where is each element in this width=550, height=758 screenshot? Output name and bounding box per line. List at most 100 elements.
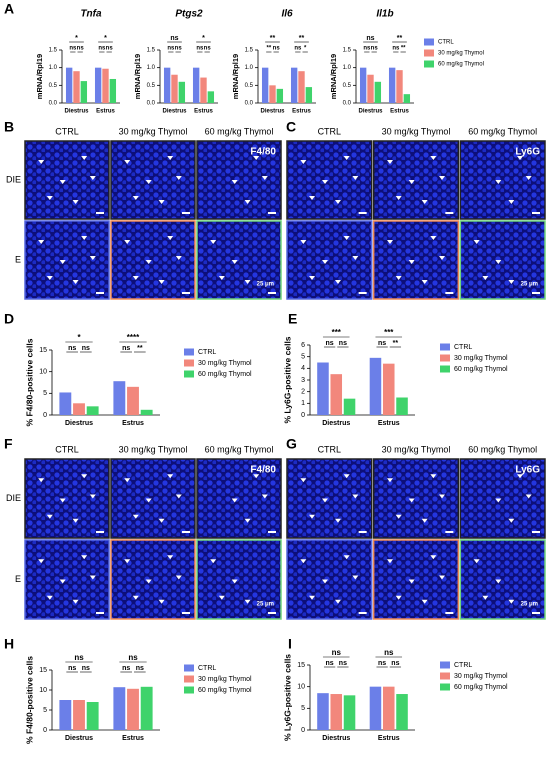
- sig-label: **: [266, 46, 271, 52]
- sig-label: ns: [294, 46, 302, 52]
- sig-label: *: [202, 35, 205, 42]
- arrowhead: [395, 514, 402, 519]
- arrowhead: [59, 260, 66, 264]
- arrowhead: [145, 579, 152, 584]
- sig-label: ns: [82, 345, 90, 352]
- y-axis-label: mRNA/Rpl19: [35, 54, 44, 99]
- sig-label: ns: [175, 46, 183, 52]
- arrowhead: [343, 236, 350, 240]
- sig-label: ns: [170, 35, 178, 42]
- micrograph: [24, 220, 110, 300]
- x-tick-label: Diestrus: [65, 420, 93, 427]
- bar: [382, 686, 395, 730]
- y-tick-label: 0: [43, 412, 47, 419]
- column-label: 60 mg/kg Thymol: [468, 444, 537, 454]
- bar: [298, 71, 305, 103]
- scale-bar: [358, 531, 367, 533]
- arrowhead: [495, 579, 502, 584]
- arrowhead: [300, 478, 307, 483]
- column-label: 30 mg/kg Thymol: [382, 444, 451, 454]
- scale-bar: [445, 531, 454, 533]
- sig-label: *: [77, 333, 81, 342]
- y-tick-label: 0.5: [245, 83, 254, 89]
- sig-label: ns: [204, 46, 212, 52]
- arrowhead: [439, 256, 445, 260]
- x-tick-label: Estrus: [378, 735, 400, 742]
- arrowhead: [408, 579, 415, 584]
- bar: [396, 70, 403, 103]
- marker-label: F4/80: [250, 147, 276, 158]
- bar: [317, 693, 329, 730]
- panel-letter: B: [4, 119, 14, 135]
- arrowhead: [167, 555, 174, 560]
- marker-label: Ly6G: [515, 147, 540, 158]
- arrowhead: [525, 176, 532, 180]
- arrowhead: [72, 280, 79, 284]
- legend-swatch: [424, 38, 434, 46]
- scale-label: 25 μm: [521, 282, 538, 288]
- arrowhead: [322, 260, 328, 264]
- x-tick-label: Estrus: [378, 420, 400, 427]
- sig-label: *: [304, 46, 307, 52]
- arrowhead: [525, 494, 532, 499]
- arrowhead: [158, 518, 165, 523]
- arrowhead: [231, 579, 238, 584]
- arrowhead: [81, 236, 88, 240]
- bar: [396, 694, 408, 730]
- bar: [73, 71, 80, 103]
- sig-label: **: [397, 35, 403, 42]
- column-label: CTRL: [318, 444, 342, 454]
- arrowhead: [387, 160, 393, 164]
- sig-label: ns: [69, 46, 77, 52]
- arrowhead: [175, 256, 182, 260]
- arrowhead: [145, 180, 152, 184]
- bar: [192, 67, 200, 103]
- x-tick-label: Estrus: [194, 109, 213, 115]
- arrowhead: [145, 260, 152, 264]
- y-tick-label: 0.5: [147, 83, 156, 89]
- arrowhead: [508, 280, 515, 284]
- bar: [86, 406, 99, 415]
- arrowhead: [38, 559, 45, 564]
- arrowhead: [335, 518, 341, 523]
- arrowhead: [89, 256, 96, 260]
- sig-label: ns: [363, 46, 371, 52]
- sig-label: ns: [273, 46, 281, 52]
- legend-label: 60 mg/kg Thymol: [198, 687, 252, 694]
- column-label: 30 mg/kg Thymol: [382, 126, 451, 136]
- arrowhead: [59, 579, 66, 584]
- sig-label: ns: [378, 660, 386, 667]
- scale-label: 25 μm: [257, 282, 274, 288]
- arrowhead: [473, 559, 480, 564]
- arrowhead: [231, 180, 238, 184]
- column-label: CTRL: [55, 126, 79, 136]
- arrowhead: [482, 595, 489, 600]
- bar: [305, 87, 313, 103]
- micrograph: [110, 458, 196, 539]
- bar: [382, 363, 395, 415]
- arrowhead: [343, 555, 350, 560]
- arrowhead: [124, 559, 131, 564]
- sig-label: ns: [167, 46, 175, 52]
- sig-label: ns: [136, 665, 144, 672]
- arrowhead: [46, 196, 53, 200]
- column-label: 30 mg/kg Thymol: [119, 126, 188, 136]
- scale-bar: [532, 212, 540, 214]
- arrowhead: [495, 260, 502, 264]
- arrowhead: [38, 478, 45, 483]
- micrograph: [110, 220, 196, 300]
- micrograph: [372, 140, 460, 220]
- arrowhead: [482, 276, 489, 280]
- arrowhead: [439, 575, 445, 580]
- sig-label: ns: [82, 665, 90, 672]
- arrowhead: [218, 276, 225, 280]
- bar: [343, 398, 356, 415]
- micrograph: [24, 458, 110, 539]
- arrowhead: [517, 156, 523, 160]
- bar: [80, 81, 88, 103]
- micrograph: [110, 539, 196, 620]
- legend-swatch: [184, 348, 194, 356]
- scale-bar: [445, 212, 454, 214]
- bar: [73, 403, 85, 415]
- bar: [207, 91, 215, 103]
